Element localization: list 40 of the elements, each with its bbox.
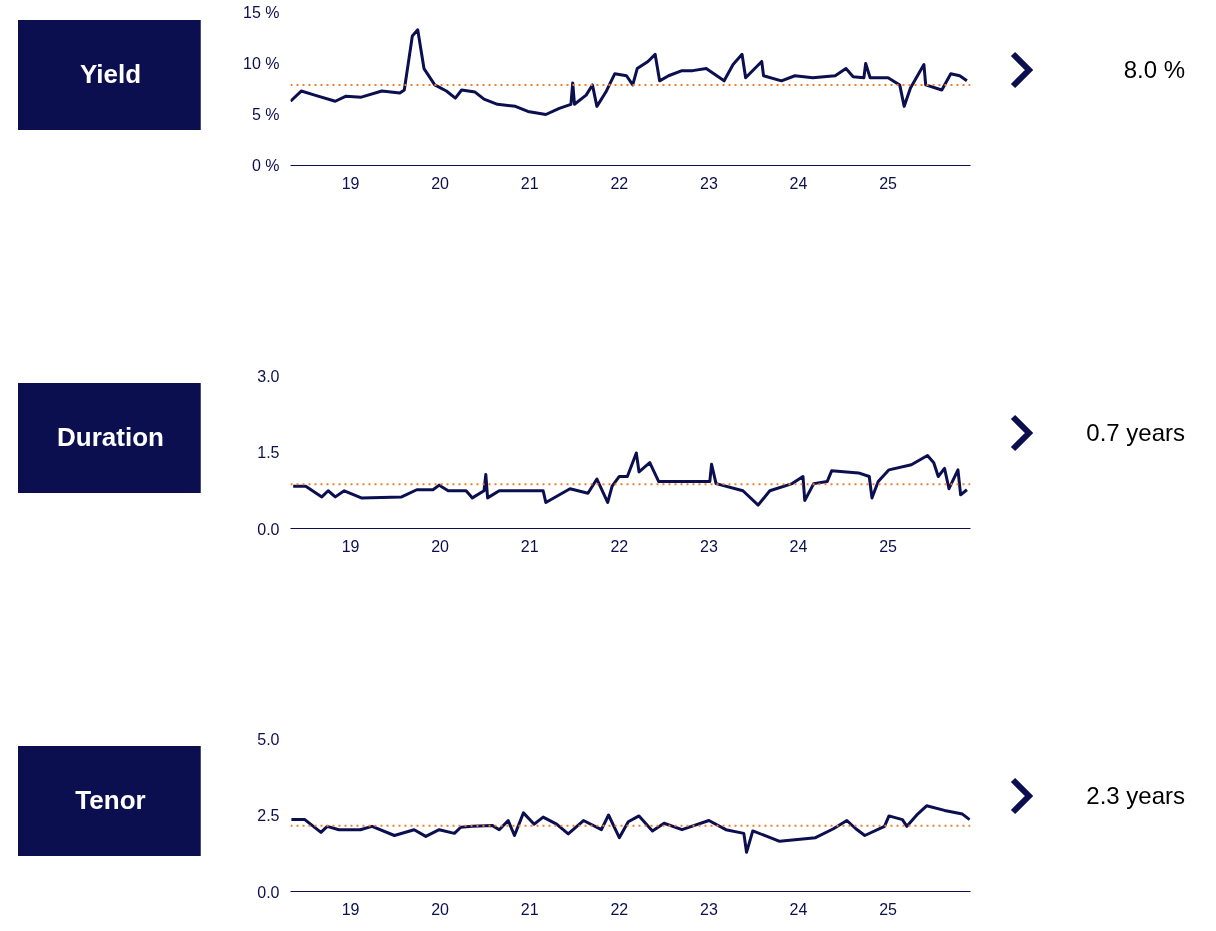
x-tick-label: 23 xyxy=(699,537,718,555)
x-tick-label: 19 xyxy=(341,900,360,918)
text: Yield xyxy=(18,20,203,130)
y-tick-label: 0.0 xyxy=(257,520,280,538)
x-tick-label: 21 xyxy=(520,174,539,192)
text: 2.3 years xyxy=(1086,780,1185,811)
x-tick-label: 25 xyxy=(879,900,898,918)
x-tick-label: 25 xyxy=(879,537,898,555)
x-tick-label: 21 xyxy=(520,537,539,555)
text: 0.7 years xyxy=(1086,417,1185,448)
x-tick-label: 19 xyxy=(341,174,360,192)
x-tick-label: 24 xyxy=(789,537,808,555)
x-tick-label: 22 xyxy=(610,174,629,192)
x-tick-label: 22 xyxy=(610,900,629,918)
x-tick-label: 24 xyxy=(789,174,808,192)
y-tick-label: 3.0 xyxy=(257,367,280,385)
text: Duration xyxy=(18,383,203,493)
text: Tenor xyxy=(18,746,203,856)
x-tick-label: 20 xyxy=(431,900,450,918)
line-series xyxy=(290,28,969,116)
y-tick-label: 0 % xyxy=(251,157,280,174)
line-series xyxy=(291,451,969,507)
y-tick-label: 0.0 xyxy=(257,883,280,901)
x-tick-label: 19 xyxy=(341,537,360,555)
y-tick-label: 10 % xyxy=(243,55,280,72)
x-tick-label: 24 xyxy=(789,900,808,918)
x-tick-label: 20 xyxy=(431,174,450,192)
y-tick-label: 15 % xyxy=(243,4,280,21)
text: 8.0 % xyxy=(1123,54,1185,85)
y-tick-label: 2.5 xyxy=(257,807,280,824)
x-tick-label: 22 xyxy=(610,537,629,555)
y-tick-label: 5 % xyxy=(251,106,280,123)
x-tick-label: 23 xyxy=(699,900,718,918)
x-tick-label: 23 xyxy=(699,174,718,192)
line-series xyxy=(290,804,971,854)
x-tick-label: 25 xyxy=(879,174,898,192)
x-tick-label: 20 xyxy=(431,537,450,555)
y-tick-label: 1.5 xyxy=(257,444,280,461)
y-tick-label: 5.0 xyxy=(257,730,280,748)
x-tick-label: 21 xyxy=(520,900,539,918)
